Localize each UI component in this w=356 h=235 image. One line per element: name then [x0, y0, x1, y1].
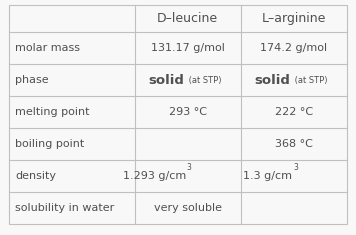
Text: phase: phase [15, 75, 49, 85]
Text: 131.17 g/mol: 131.17 g/mol [151, 43, 225, 53]
Text: boiling point: boiling point [15, 139, 85, 149]
Text: 3: 3 [293, 163, 298, 172]
Text: molar mass: molar mass [15, 43, 80, 53]
Text: 1.3 g/cm: 1.3 g/cm [243, 171, 292, 181]
Text: 1.293 g/cm: 1.293 g/cm [123, 171, 186, 181]
Text: solid: solid [148, 74, 184, 87]
Text: D–leucine: D–leucine [157, 12, 218, 25]
Text: (at STP): (at STP) [292, 76, 328, 85]
Text: density: density [15, 171, 56, 181]
Text: very soluble: very soluble [154, 203, 222, 213]
Text: 368 °C: 368 °C [275, 139, 313, 149]
Text: solid: solid [255, 74, 290, 87]
Text: L–arginine: L–arginine [262, 12, 326, 25]
Text: melting point: melting point [15, 107, 90, 117]
Text: 3: 3 [187, 163, 192, 172]
Text: (at STP): (at STP) [186, 76, 221, 85]
Text: solubility in water: solubility in water [15, 203, 115, 213]
Text: 222 °C: 222 °C [275, 107, 313, 117]
Text: 174.2 g/mol: 174.2 g/mol [261, 43, 328, 53]
Text: 293 °C: 293 °C [169, 107, 207, 117]
